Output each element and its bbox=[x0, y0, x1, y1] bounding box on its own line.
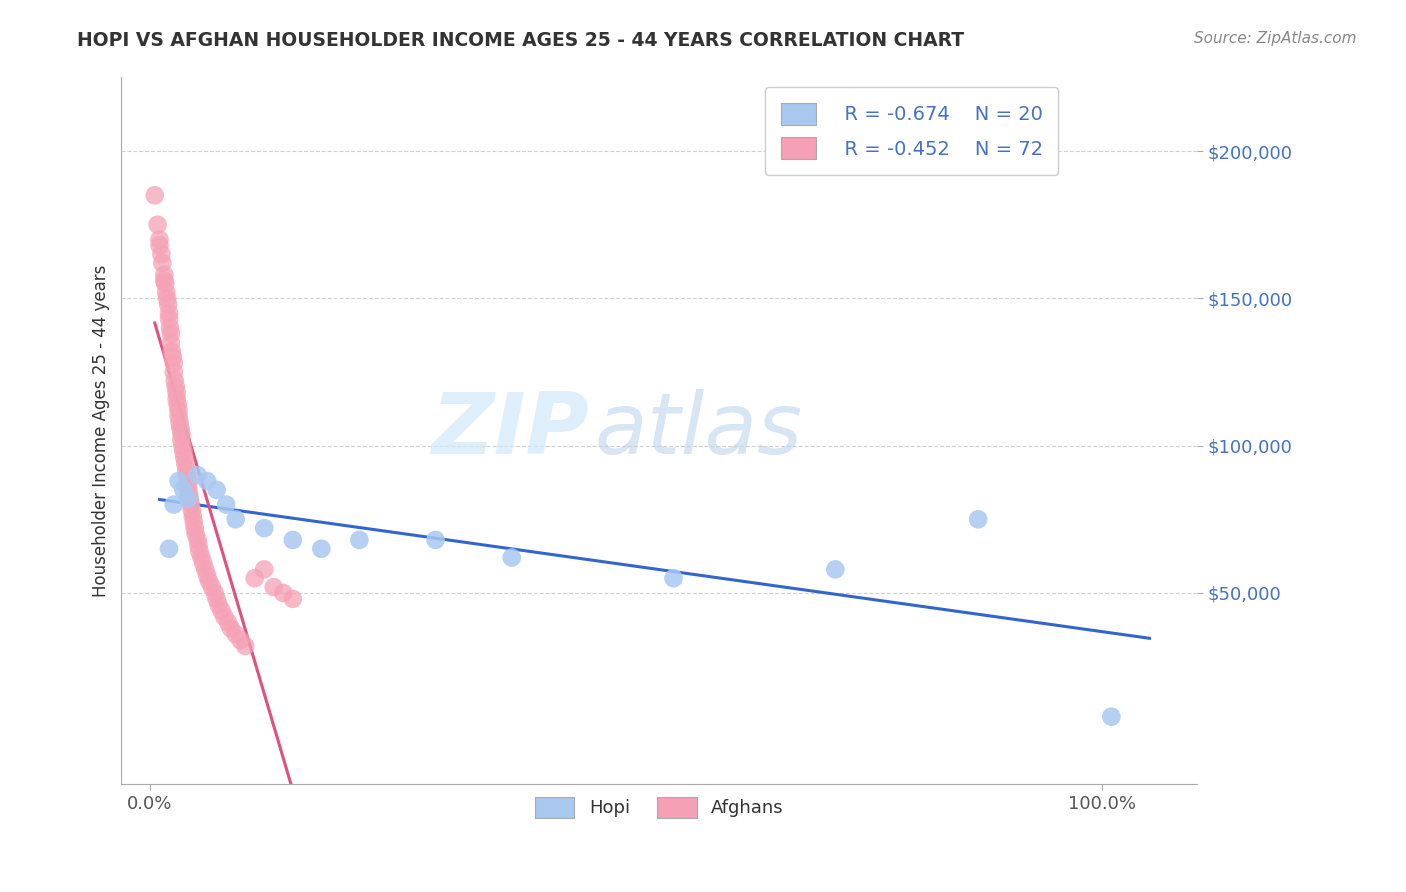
Point bbox=[157, 297, 180, 311]
Point bbox=[184, 521, 207, 535]
Point bbox=[143, 188, 166, 202]
Point bbox=[163, 356, 186, 370]
Point bbox=[156, 292, 179, 306]
Point bbox=[184, 527, 207, 541]
Point bbox=[157, 306, 180, 320]
Y-axis label: Householder Income Ages 25 - 44 years: Householder Income Ages 25 - 44 years bbox=[93, 265, 110, 597]
Point bbox=[824, 562, 846, 576]
Point bbox=[172, 439, 194, 453]
Point bbox=[219, 621, 242, 635]
Point bbox=[217, 615, 239, 630]
Point bbox=[166, 397, 188, 411]
Point bbox=[187, 533, 209, 547]
Legend: Hopi, Afghans: Hopi, Afghans bbox=[527, 789, 792, 825]
Point bbox=[263, 580, 285, 594]
Point bbox=[1099, 709, 1122, 723]
Point bbox=[194, 562, 217, 576]
Point bbox=[148, 232, 170, 246]
Point bbox=[165, 380, 187, 394]
Point bbox=[160, 326, 183, 341]
Point bbox=[215, 498, 238, 512]
Point bbox=[253, 521, 276, 535]
Point bbox=[159, 321, 181, 335]
Point bbox=[170, 426, 193, 441]
Point bbox=[163, 374, 186, 388]
Point bbox=[163, 365, 186, 379]
Text: ZIP: ZIP bbox=[432, 390, 589, 473]
Point bbox=[169, 415, 191, 429]
Text: HOPI VS AFGHAN HOUSEHOLDER INCOME AGES 25 - 44 YEARS CORRELATION CHART: HOPI VS AFGHAN HOUSEHOLDER INCOME AGES 2… bbox=[77, 31, 965, 50]
Point bbox=[201, 580, 224, 594]
Point bbox=[166, 392, 188, 406]
Point bbox=[229, 633, 252, 648]
Point bbox=[180, 503, 202, 517]
Point bbox=[349, 533, 371, 547]
Point bbox=[150, 247, 173, 261]
Point bbox=[167, 409, 190, 424]
Point bbox=[271, 586, 294, 600]
Point bbox=[195, 474, 218, 488]
Point bbox=[177, 491, 200, 506]
Point bbox=[177, 480, 200, 494]
Point bbox=[225, 627, 247, 641]
Point bbox=[207, 598, 229, 612]
Point bbox=[195, 568, 218, 582]
Point bbox=[176, 468, 198, 483]
Point bbox=[170, 433, 193, 447]
Point bbox=[177, 485, 200, 500]
Point bbox=[172, 483, 194, 497]
Point bbox=[167, 474, 190, 488]
Point bbox=[662, 571, 685, 585]
Point bbox=[187, 468, 209, 483]
Point bbox=[173, 450, 195, 465]
Point bbox=[172, 444, 194, 458]
Point bbox=[166, 385, 188, 400]
Point bbox=[209, 604, 232, 618]
Point bbox=[243, 571, 266, 585]
Text: Source: ZipAtlas.com: Source: ZipAtlas.com bbox=[1194, 31, 1357, 46]
Point bbox=[205, 483, 228, 497]
Point bbox=[225, 512, 247, 526]
Point bbox=[153, 268, 176, 282]
Point bbox=[169, 421, 191, 435]
Point bbox=[311, 541, 333, 556]
Point bbox=[204, 586, 226, 600]
Point bbox=[148, 238, 170, 252]
Point bbox=[163, 498, 186, 512]
Point bbox=[157, 312, 180, 326]
Point bbox=[183, 515, 205, 529]
Point bbox=[425, 533, 447, 547]
Point bbox=[155, 285, 177, 300]
Point bbox=[198, 574, 221, 589]
Point bbox=[160, 335, 183, 350]
Point bbox=[205, 591, 228, 606]
Point bbox=[179, 491, 201, 506]
Point bbox=[174, 462, 197, 476]
Point bbox=[501, 550, 523, 565]
Point bbox=[190, 550, 212, 565]
Point bbox=[174, 456, 197, 470]
Point bbox=[180, 498, 202, 512]
Point bbox=[150, 256, 173, 270]
Point bbox=[155, 277, 177, 291]
Point bbox=[153, 274, 176, 288]
Point bbox=[157, 541, 180, 556]
Point bbox=[187, 539, 209, 553]
Point bbox=[167, 403, 190, 417]
Point bbox=[281, 591, 304, 606]
Point bbox=[181, 509, 204, 524]
Point bbox=[188, 545, 211, 559]
Point bbox=[253, 562, 276, 576]
Point bbox=[193, 557, 215, 571]
Text: atlas: atlas bbox=[595, 390, 803, 473]
Point bbox=[212, 609, 235, 624]
Point bbox=[233, 639, 256, 653]
Point bbox=[177, 474, 200, 488]
Point bbox=[160, 344, 183, 359]
Point bbox=[967, 512, 990, 526]
Point bbox=[162, 351, 184, 365]
Point bbox=[281, 533, 304, 547]
Point bbox=[146, 218, 169, 232]
